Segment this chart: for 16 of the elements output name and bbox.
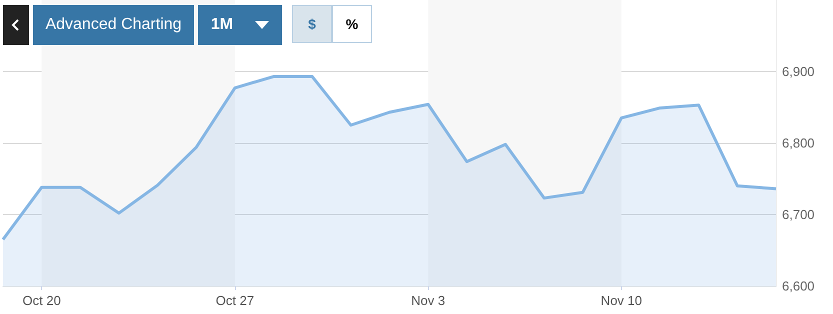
y-tick-label: 6,700 [782, 207, 815, 222]
y-tick-label: 6,800 [782, 136, 815, 150]
x-tick-label: Oct 20 [22, 293, 61, 308]
period-dropdown: 1M [198, 5, 282, 45]
annotation: Advanced Charting [45, 16, 182, 34]
x-tick-label: Oct 27 [216, 293, 254, 308]
percent-toggle: % [332, 5, 372, 43]
annotation: 1M [210, 16, 234, 34]
y-tick-label: 6,600 [782, 278, 815, 294]
x-tick-label: Nov 3 [411, 293, 446, 308]
annotation: $ [308, 16, 316, 32]
annotation: % [346, 16, 358, 32]
x-tick-label: Nov 10 [600, 293, 642, 308]
y-tick-label: 6,900 [782, 64, 815, 79]
chart-mode-button: Advanced Charting [33, 5, 194, 45]
currency-toggle: $ [292, 5, 332, 43]
